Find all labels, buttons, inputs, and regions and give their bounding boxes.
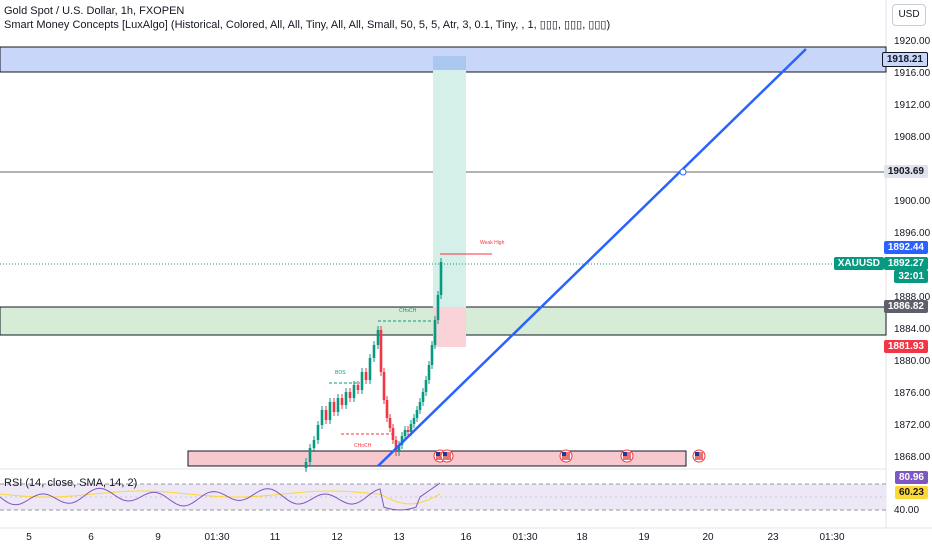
price-tick: 1896.00 xyxy=(894,228,931,239)
candle xyxy=(394,440,398,452)
rsi-value-label: 80.96 xyxy=(894,471,928,484)
bar-countdown-label: 32:01 xyxy=(894,270,928,283)
time-tick: 12 xyxy=(331,532,343,543)
candle xyxy=(382,372,386,400)
time-tick: 11 xyxy=(269,532,281,543)
price-tick: 1880.00 xyxy=(894,356,931,367)
candle xyxy=(421,392,425,402)
ask-price-label: 1892.44 xyxy=(883,241,928,254)
price-tick: 1876.00 xyxy=(894,388,931,399)
rsi-legend[interactable]: RSI (14, close, SMA, 14, 2) xyxy=(4,477,138,489)
position-target-top xyxy=(433,56,466,70)
economic-event-us-flag-icon[interactable] xyxy=(559,449,573,463)
candle xyxy=(436,295,440,320)
candle xyxy=(433,320,437,345)
candle xyxy=(388,418,392,428)
economic-event-us-flag-icon[interactable] xyxy=(692,449,706,463)
candle xyxy=(427,365,431,380)
candle xyxy=(320,410,324,425)
level-price-label: 1903.69 xyxy=(883,165,928,178)
price-tick: 1916.00 xyxy=(894,68,931,79)
price-tick: 1884.00 xyxy=(894,324,931,335)
time-tick: 16 xyxy=(460,532,472,543)
candle xyxy=(364,372,368,380)
candle xyxy=(324,410,328,420)
candle xyxy=(348,392,352,398)
symbol-price-tag: XAUUSD xyxy=(833,257,884,270)
time-tick: 01:30 xyxy=(819,532,845,543)
candle xyxy=(340,398,344,405)
candle xyxy=(316,425,320,440)
rsi-band xyxy=(0,484,886,510)
candle xyxy=(430,345,434,365)
time-tick: 20 xyxy=(702,532,714,543)
candle xyxy=(391,428,395,440)
zone-bottom-price-label: 1886.82 xyxy=(883,300,928,313)
time-tick: 13 xyxy=(393,532,405,543)
time-tick: 5 xyxy=(26,532,32,543)
position-target-area[interactable] xyxy=(433,56,466,307)
bos-label: BOS xyxy=(335,370,346,376)
candle xyxy=(344,392,348,405)
candle xyxy=(409,424,413,432)
candle xyxy=(372,345,376,358)
candle xyxy=(368,358,372,380)
time-tick: 23 xyxy=(767,532,779,543)
zone-top-price-label: 1918.21 xyxy=(881,52,928,67)
rsi-level-tick: 40.00 xyxy=(894,505,920,516)
chart-legend: Gold Spot / U.S. Dollar, 1h, FXOPEN Smar… xyxy=(4,4,610,32)
candle xyxy=(328,402,332,420)
time-tick: 18 xyxy=(576,532,588,543)
candle xyxy=(356,385,360,390)
candle xyxy=(352,385,356,398)
price-tick: 1888.00 xyxy=(894,292,931,303)
price-tick: 1900.00 xyxy=(894,196,931,207)
candle xyxy=(336,398,340,412)
candle xyxy=(312,440,316,448)
time-tick: 6 xyxy=(88,532,94,543)
trend-line[interactable] xyxy=(377,48,807,467)
time-tick: 01:30 xyxy=(512,532,538,543)
price-tick: 1920.00 xyxy=(894,36,931,47)
candle xyxy=(403,430,407,436)
currency-button[interactable]: USD xyxy=(892,4,926,26)
time-tick: 19 xyxy=(638,532,650,543)
economic-event-us-flag-icon[interactable] xyxy=(440,449,454,463)
choch-lower-label: CHoCH xyxy=(354,443,372,449)
candle xyxy=(415,410,419,418)
stop-price-label: 1881.93 xyxy=(883,340,928,353)
last-price-label: 1892.27 xyxy=(883,257,928,270)
price-tick: 1908.00 xyxy=(894,132,931,143)
candle xyxy=(400,436,404,445)
candle xyxy=(304,462,308,468)
candle xyxy=(397,445,401,452)
symbol-title[interactable]: Gold Spot / U.S. Dollar, 1h, FXOPEN xyxy=(4,5,185,17)
price-tick: 1912.00 xyxy=(894,100,931,111)
price-tick: 1872.00 xyxy=(894,420,931,431)
candle xyxy=(385,400,389,418)
indicator-title[interactable]: Smart Money Concepts [LuxAlgo] (Historic… xyxy=(4,19,611,31)
candle xyxy=(412,418,416,424)
economic-event-us-flag-icon[interactable] xyxy=(620,449,634,463)
trend-line-handle[interactable] xyxy=(679,168,687,176)
time-tick: 01:30 xyxy=(204,532,230,543)
rsi-sma-value-label: 60.23 xyxy=(894,486,928,499)
price-tick: 1868.00 xyxy=(894,452,931,463)
candle xyxy=(424,380,428,392)
time-tick: 9 xyxy=(155,532,161,543)
rsi-line xyxy=(0,482,441,511)
candle xyxy=(418,402,422,410)
candle xyxy=(439,262,443,295)
candle xyxy=(406,430,410,432)
candle xyxy=(360,372,364,390)
choch-upper-label: CHoCH xyxy=(399,308,417,314)
candle xyxy=(379,330,383,372)
rsi-sma-line xyxy=(0,490,441,505)
candles xyxy=(304,258,443,472)
weak-high-label: Weak High xyxy=(480,240,505,246)
candle xyxy=(332,402,336,412)
candle xyxy=(308,448,312,462)
candle xyxy=(376,330,380,345)
